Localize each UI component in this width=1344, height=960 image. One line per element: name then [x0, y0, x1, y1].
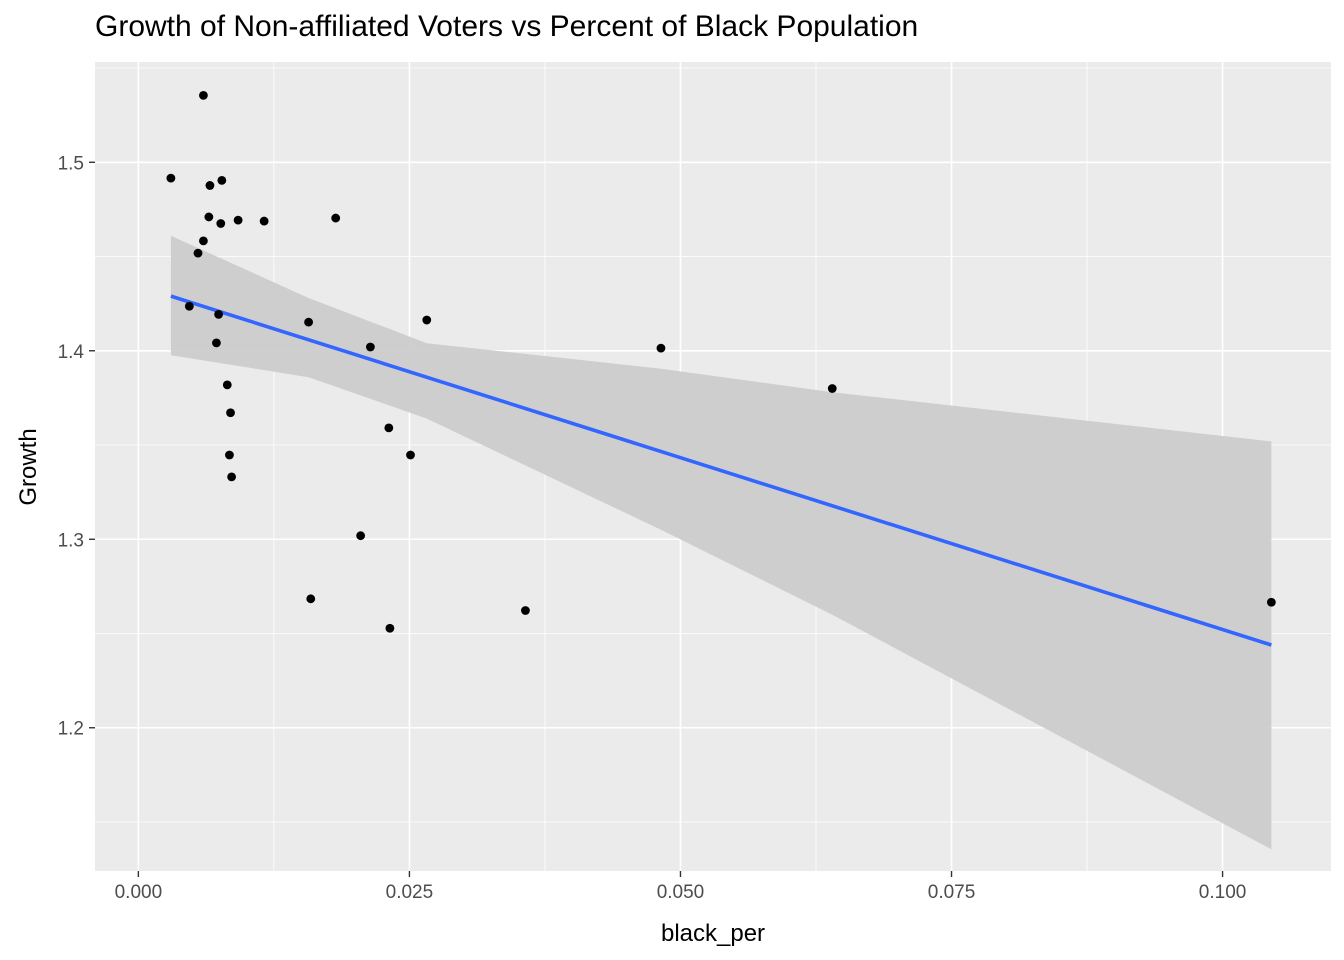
data-point	[656, 343, 666, 353]
data-point	[199, 236, 208, 246]
data-point	[216, 219, 226, 228]
x-axis-title: black_per	[661, 920, 765, 947]
data-point	[259, 216, 269, 226]
data-point	[205, 181, 215, 190]
data-point	[384, 423, 394, 433]
fit-line-layer	[170, 294, 1272, 647]
data-point	[184, 301, 194, 311]
data-point	[365, 342, 375, 352]
x-axis: 0.000 0.025 0.050 0.075 0.100	[115, 871, 1247, 903]
data-point	[304, 317, 313, 327]
data-point	[233, 215, 243, 225]
data-point	[193, 248, 203, 258]
chart-title: Growth of Non-affiliated Voters vs Perce…	[95, 10, 919, 43]
data-point	[406, 450, 415, 460]
regression-line	[170, 294, 1272, 647]
data-point	[217, 175, 227, 185]
data-point	[222, 380, 232, 390]
y-tick-label: 1.5	[58, 153, 84, 174]
confidence-band	[170, 235, 1272, 850]
data-points	[166, 90, 1276, 633]
data-point	[214, 309, 224, 319]
data-point	[385, 623, 395, 633]
y-tick-label: 1.3	[58, 530, 84, 551]
data-point	[199, 90, 208, 100]
confidence-band-layer	[170, 235, 1272, 850]
data-point	[422, 315, 432, 325]
x-tick-label: 0.000	[115, 882, 163, 903]
data-point	[225, 450, 234, 460]
x-tick-label: 0.075	[928, 882, 976, 903]
data-point	[204, 212, 214, 222]
x-tick-label: 0.025	[386, 882, 434, 903]
y-axis: 1.2 1.3 1.4 1.5	[58, 153, 95, 740]
data-point	[521, 606, 530, 615]
data-point	[212, 338, 221, 348]
y-tick-label: 1.4	[58, 342, 85, 363]
data-point	[226, 408, 235, 418]
y-tick-label: 1.2	[58, 719, 84, 740]
data-point	[166, 173, 176, 183]
data-point	[356, 531, 366, 541]
x-tick-label: 0.100	[1199, 882, 1247, 903]
data-point	[227, 472, 237, 482]
x-tick-label: 0.050	[657, 882, 705, 903]
data-point	[331, 213, 341, 223]
data-point	[306, 594, 316, 604]
y-axis-title: Growth	[15, 428, 42, 505]
data-point	[827, 384, 837, 393]
data-point	[1266, 597, 1276, 607]
